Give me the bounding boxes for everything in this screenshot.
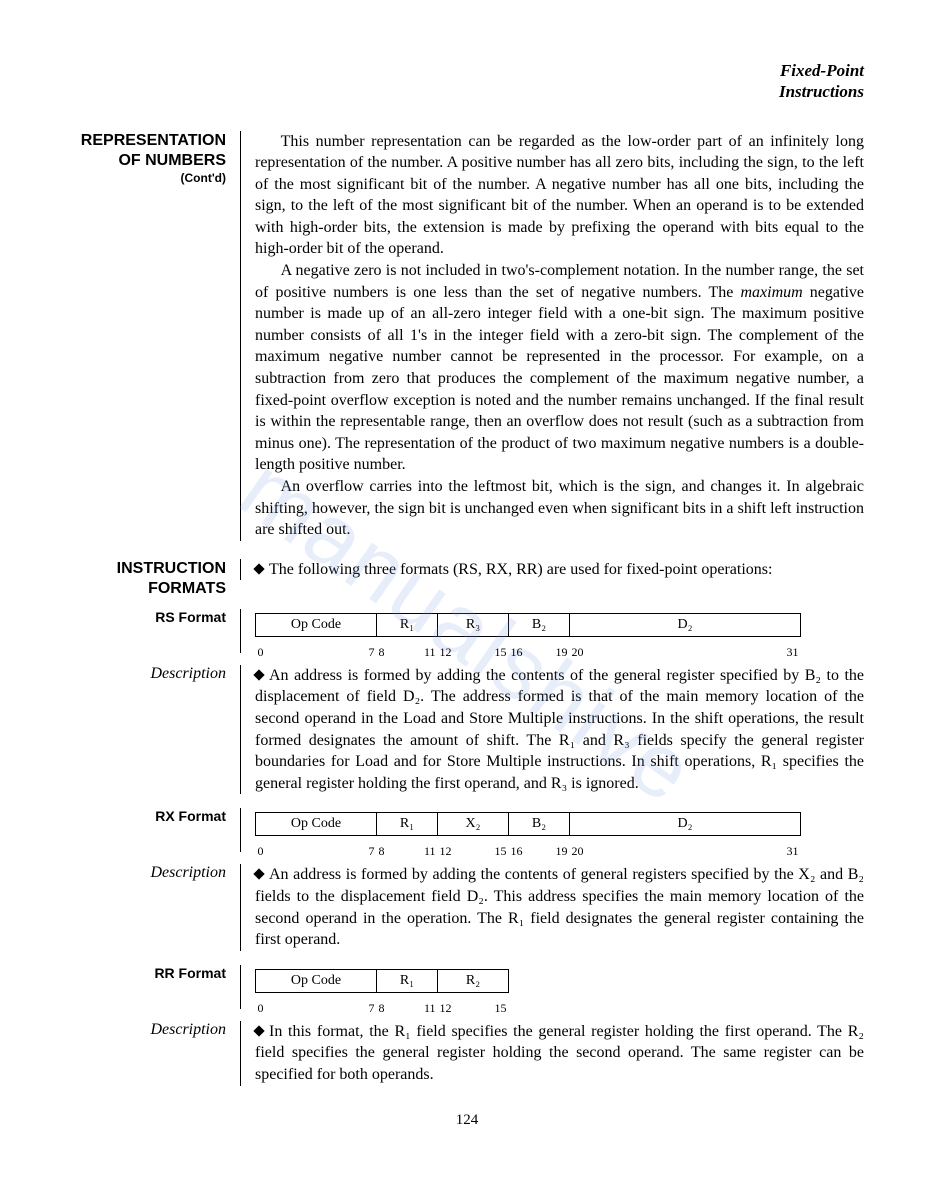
rr-desc-row: Description In this format, the R₁ field…	[70, 1021, 864, 1086]
field-cell: R₂	[438, 969, 509, 992]
left-col: RR Format	[70, 965, 240, 981]
page: manualshive Fixed-Point Instructions REP…	[0, 0, 934, 1169]
rs-desc-label: Description	[70, 665, 226, 683]
right-col: This number representation can be regard…	[240, 131, 864, 541]
bullet-icon	[253, 1025, 264, 1036]
right-col: Op CodeR₁R₃B₂D₂ 07811121516192031	[240, 609, 864, 653]
heading-formats-2: FORMATS	[70, 579, 226, 599]
bit-cell: 811	[377, 992, 438, 1009]
rs-format-row: RS Format Op CodeR₁R₃B₂D₂ 078111215161920…	[70, 609, 864, 653]
bit-cell: 1215	[438, 636, 509, 653]
rs-desc-row: Description An address is formed by addi…	[70, 665, 864, 795]
left-col: REPRESENTATION OF NUMBERS (Cont'd)	[70, 131, 240, 185]
bit-cell: 811	[377, 636, 438, 653]
right-col: An address is formed by adding the conte…	[240, 665, 864, 795]
left-col: RS Format	[70, 609, 240, 625]
rr-format-row: RR Format Op CodeR₁R₂ 078111215	[70, 965, 864, 1009]
heading-representation-2: OF NUMBERS	[70, 151, 226, 171]
field-cell: D₂	[570, 813, 801, 836]
right-col: Op CodeR₁R₂ 078111215	[240, 965, 864, 1009]
bit-cell: 1215	[438, 836, 509, 853]
field-cell: R₁	[377, 613, 438, 636]
bit-cell: 07	[256, 992, 377, 1009]
heading-representation-sub: (Cont'd)	[70, 171, 226, 185]
rs-table: Op CodeR₁R₃B₂D₂ 07811121516192031	[255, 613, 801, 653]
rx-desc: An address is formed by adding the conte…	[255, 866, 864, 948]
rx-label: RX Format	[70, 808, 226, 824]
section-instruction-formats: INSTRUCTION FORMATS The following three …	[70, 559, 864, 599]
heading-formats-1: INSTRUCTION	[70, 559, 226, 579]
field-cell: Op Code	[256, 613, 377, 636]
bullet-icon	[253, 669, 264, 680]
rr-desc: In this format, the R₁ field specifies t…	[255, 1023, 864, 1083]
field-cell: R₁	[377, 813, 438, 836]
bit-cell: 07	[256, 636, 377, 653]
right-col: Op CodeR₁X₂B₂D₂ 07811121516192031	[240, 808, 864, 852]
rx-format-row: RX Format Op CodeR₁X₂B₂D₂ 078111215161920…	[70, 808, 864, 852]
para-2: A negative zero is not included in two's…	[255, 260, 864, 476]
right-col: The following three formats (RS, RX, RR)…	[240, 559, 864, 581]
header-line2: Instructions	[779, 82, 864, 101]
page-header: Fixed-Point Instructions	[70, 60, 864, 103]
section-representation: REPRESENTATION OF NUMBERS (Cont'd) This …	[70, 131, 864, 541]
field-cell: X₂	[438, 813, 509, 836]
heading-representation-1: REPRESENTATION	[70, 131, 226, 151]
field-cell: Op Code	[256, 813, 377, 836]
field-cell: B₂	[509, 813, 570, 836]
bit-cell: 1215	[438, 992, 509, 1009]
rr-table: Op CodeR₁R₂ 078111215	[255, 969, 509, 1009]
left-col: INSTRUCTION FORMATS	[70, 559, 240, 599]
right-col: In this format, the R₁ field specifies t…	[240, 1021, 864, 1086]
bullet-icon	[253, 563, 264, 574]
rr-label: RR Format	[70, 965, 226, 981]
bullet-icon	[253, 869, 264, 880]
bit-cell: 811	[377, 836, 438, 853]
page-number: 124	[70, 1112, 864, 1129]
rx-table: Op CodeR₁X₂B₂D₂ 07811121516192031	[255, 812, 801, 852]
bit-cell: 2031	[570, 836, 801, 853]
rx-desc-label: Description	[70, 864, 226, 882]
field-cell: R₁	[377, 969, 438, 992]
left-col: Description	[70, 864, 240, 882]
left-col: Description	[70, 665, 240, 683]
field-cell: R₃	[438, 613, 509, 636]
rs-label: RS Format	[70, 609, 226, 625]
bit-cell: 1619	[509, 636, 570, 653]
field-cell: B₂	[509, 613, 570, 636]
left-col: RX Format	[70, 808, 240, 824]
right-col: An address is formed by adding the conte…	[240, 864, 864, 950]
bit-cell: 1619	[509, 836, 570, 853]
para-2b: negative number is made up of an all-zer…	[255, 284, 864, 474]
bit-cell: 2031	[570, 636, 801, 653]
para-2em: maximum	[740, 284, 802, 301]
para-3: An overflow carries into the leftmost bi…	[255, 476, 864, 541]
field-cell: D₂	[570, 613, 801, 636]
header-line1: Fixed-Point	[780, 61, 864, 80]
left-col: Description	[70, 1021, 240, 1039]
rs-desc: An address is formed by adding the conte…	[255, 667, 864, 792]
para-1: This number representation can be regard…	[255, 131, 864, 261]
formats-intro: The following three formats (RS, RX, RR)…	[269, 561, 772, 578]
bit-cell: 07	[256, 836, 377, 853]
rr-desc-label: Description	[70, 1021, 226, 1039]
field-cell: Op Code	[256, 969, 377, 992]
rx-desc-row: Description An address is formed by addi…	[70, 864, 864, 950]
